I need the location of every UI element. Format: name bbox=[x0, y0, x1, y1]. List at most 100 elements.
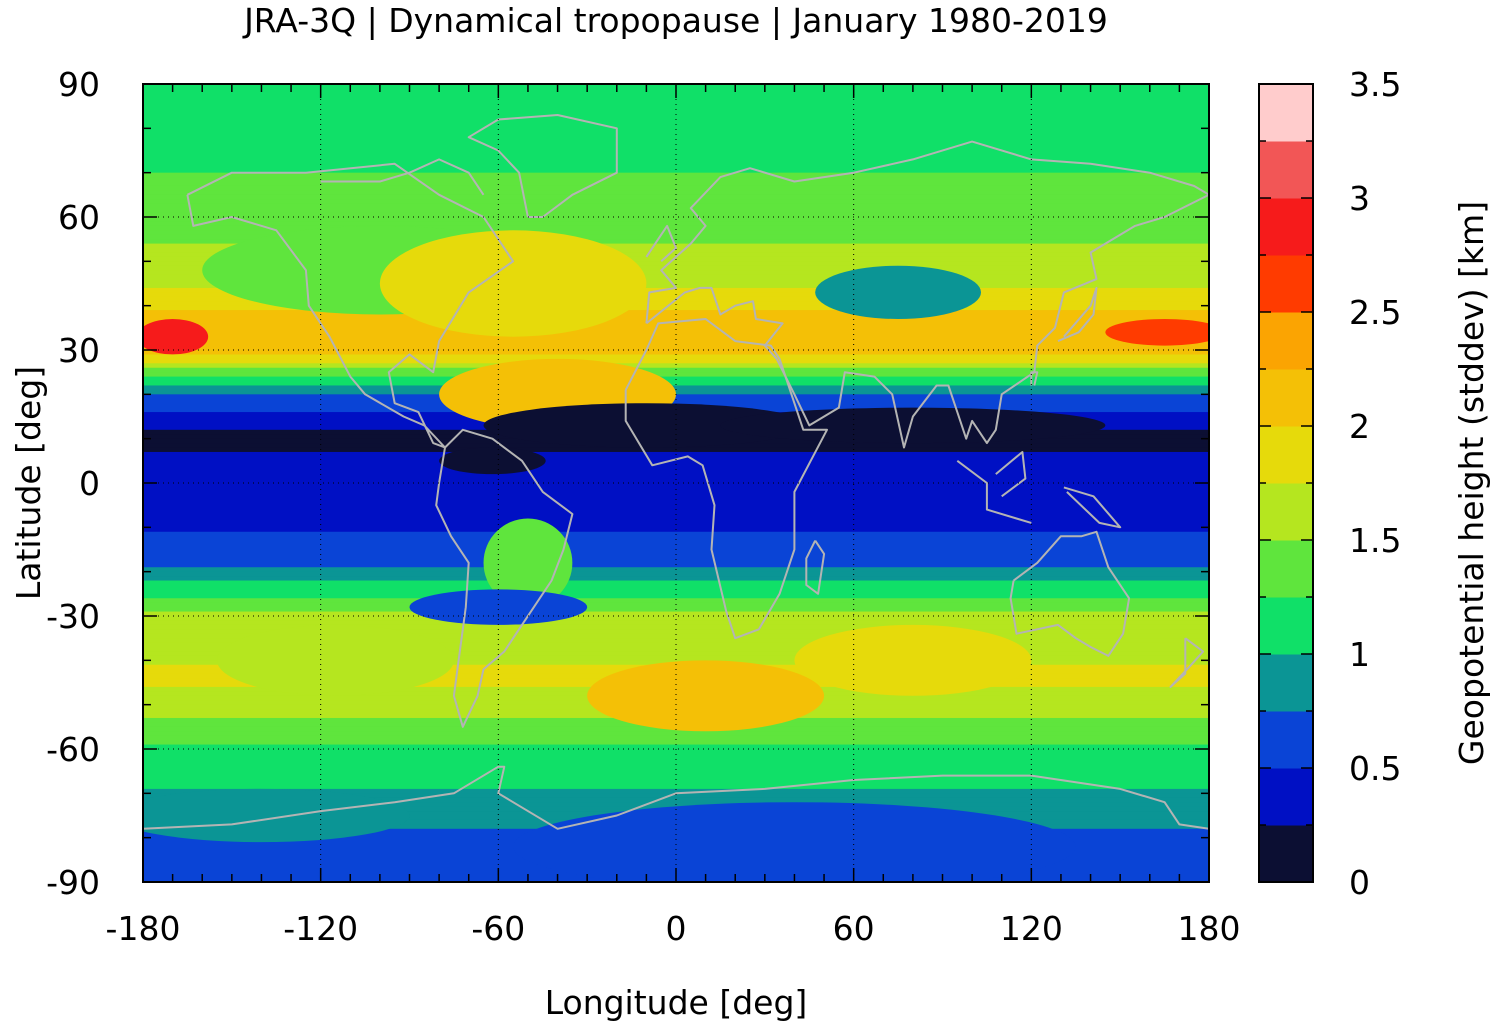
lat-band bbox=[143, 780, 1209, 786]
lat-band bbox=[143, 788, 1209, 794]
coastlines bbox=[143, 114, 1209, 830]
x-tick-label: 120 bbox=[1000, 909, 1063, 948]
field-feature bbox=[217, 624, 454, 696]
lat-band bbox=[143, 775, 1209, 781]
plot-area bbox=[143, 84, 1209, 882]
lat-band bbox=[143, 398, 1209, 404]
lat-band bbox=[143, 562, 1209, 568]
lat-band bbox=[143, 793, 1209, 799]
colorbar-swatch bbox=[1259, 711, 1313, 769]
lat-band bbox=[143, 651, 1209, 657]
y-axis: 90 60 30 0 -30 -60 -90 bbox=[46, 65, 1209, 902]
lat-band bbox=[143, 185, 1209, 191]
lat-band bbox=[143, 514, 1209, 520]
x-axis-label: Longitude [deg] bbox=[545, 983, 808, 1022]
lat-band bbox=[143, 265, 1209, 271]
gridlines bbox=[143, 84, 1209, 882]
colorbar-swatch bbox=[1259, 483, 1313, 541]
lat-band bbox=[143, 465, 1209, 471]
lat-band bbox=[143, 208, 1209, 214]
coastline bbox=[186, 162, 515, 449]
lat-band bbox=[143, 146, 1209, 152]
colorbar-tick-label: 2 bbox=[1349, 407, 1370, 446]
coastline bbox=[320, 158, 485, 196]
lat-band bbox=[143, 580, 1209, 586]
lat-band bbox=[143, 584, 1209, 590]
lat-band bbox=[143, 593, 1209, 599]
y-tick-label: -30 bbox=[46, 597, 100, 636]
lat-band bbox=[143, 234, 1209, 240]
colorbar-swatch bbox=[1259, 654, 1313, 712]
coastline bbox=[1169, 637, 1205, 688]
lat-band bbox=[143, 305, 1209, 311]
lat-band bbox=[143, 358, 1209, 364]
lat-band bbox=[143, 199, 1209, 205]
lat-band bbox=[143, 163, 1209, 169]
lat-band bbox=[143, 496, 1209, 502]
colorbar-tick-label: 1 bbox=[1349, 635, 1370, 674]
colorbar-tick-label: 0 bbox=[1349, 863, 1370, 902]
lat-band bbox=[143, 110, 1209, 116]
lat-band bbox=[143, 190, 1209, 196]
colorbar-tick-label: 2.5 bbox=[1349, 293, 1401, 332]
lat-band bbox=[143, 784, 1209, 790]
lat-band bbox=[143, 248, 1209, 254]
lat-band bbox=[143, 385, 1209, 391]
field-feature bbox=[483, 518, 573, 608]
colorbar-tick-label: 0.5 bbox=[1349, 749, 1401, 788]
colorbar-swatch bbox=[1259, 426, 1313, 484]
lat-band bbox=[143, 545, 1209, 551]
field-feature bbox=[379, 230, 647, 337]
lat-band bbox=[143, 505, 1209, 511]
y-tick-label: -90 bbox=[46, 863, 100, 902]
lat-band bbox=[143, 771, 1209, 777]
lat-band bbox=[143, 740, 1209, 746]
lat-band bbox=[143, 203, 1209, 209]
lat-band bbox=[143, 500, 1209, 506]
field-feature bbox=[513, 802, 1076, 882]
x-tick-label: 180 bbox=[1178, 909, 1241, 948]
colorbar-swatch bbox=[1259, 312, 1313, 370]
colorbar-swatch bbox=[1259, 141, 1313, 199]
coastline bbox=[624, 318, 828, 640]
lat-band bbox=[143, 230, 1209, 236]
lat-band bbox=[143, 509, 1209, 515]
y-tick-label: -60 bbox=[46, 730, 100, 769]
lat-band bbox=[143, 345, 1209, 351]
lat-band bbox=[143, 168, 1209, 174]
lat-band bbox=[143, 159, 1209, 165]
lat-band bbox=[143, 279, 1209, 285]
lat-band bbox=[143, 576, 1209, 582]
lat-band bbox=[143, 283, 1209, 289]
lat-band bbox=[143, 633, 1209, 639]
lat-band bbox=[143, 314, 1209, 320]
lat-band bbox=[143, 301, 1209, 307]
lat-band bbox=[143, 753, 1209, 759]
x-tick-label: 60 bbox=[833, 909, 875, 948]
colorbar-tick-label: 3 bbox=[1349, 179, 1370, 218]
lat-band bbox=[143, 212, 1209, 218]
lat-band bbox=[143, 350, 1209, 356]
colorbar-tick-label: 1.5 bbox=[1349, 521, 1401, 560]
coastline bbox=[645, 224, 677, 263]
lat-band bbox=[143, 381, 1209, 387]
field-feature bbox=[794, 624, 1032, 696]
y-tick-label: 60 bbox=[58, 198, 100, 237]
lat-band bbox=[143, 194, 1209, 200]
lat-band bbox=[143, 757, 1209, 763]
lat-band bbox=[143, 310, 1209, 316]
lat-band bbox=[143, 225, 1209, 231]
lat-band bbox=[143, 354, 1209, 360]
coastline bbox=[143, 765, 1209, 830]
lat-band bbox=[143, 221, 1209, 227]
lat-band bbox=[143, 150, 1209, 156]
lat-band bbox=[143, 602, 1209, 608]
lat-band bbox=[143, 474, 1209, 480]
lat-band bbox=[143, 655, 1209, 661]
lat-band bbox=[143, 460, 1209, 466]
lat-band bbox=[143, 274, 1209, 280]
lat-band bbox=[143, 123, 1209, 129]
coastline bbox=[1009, 530, 1131, 657]
lat-band bbox=[143, 106, 1209, 112]
y-tick-label: 90 bbox=[58, 65, 100, 104]
